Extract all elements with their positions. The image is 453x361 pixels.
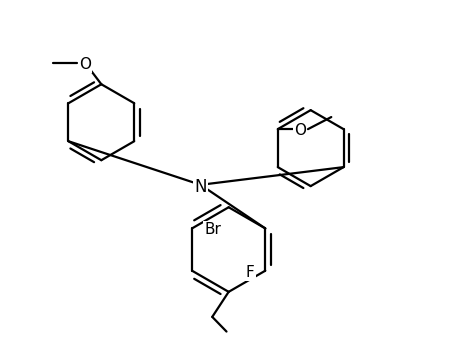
Text: F: F — [246, 265, 255, 280]
Text: Br: Br — [204, 222, 221, 238]
Text: O: O — [294, 123, 306, 138]
Text: O: O — [79, 57, 91, 72]
Text: N: N — [194, 178, 207, 196]
